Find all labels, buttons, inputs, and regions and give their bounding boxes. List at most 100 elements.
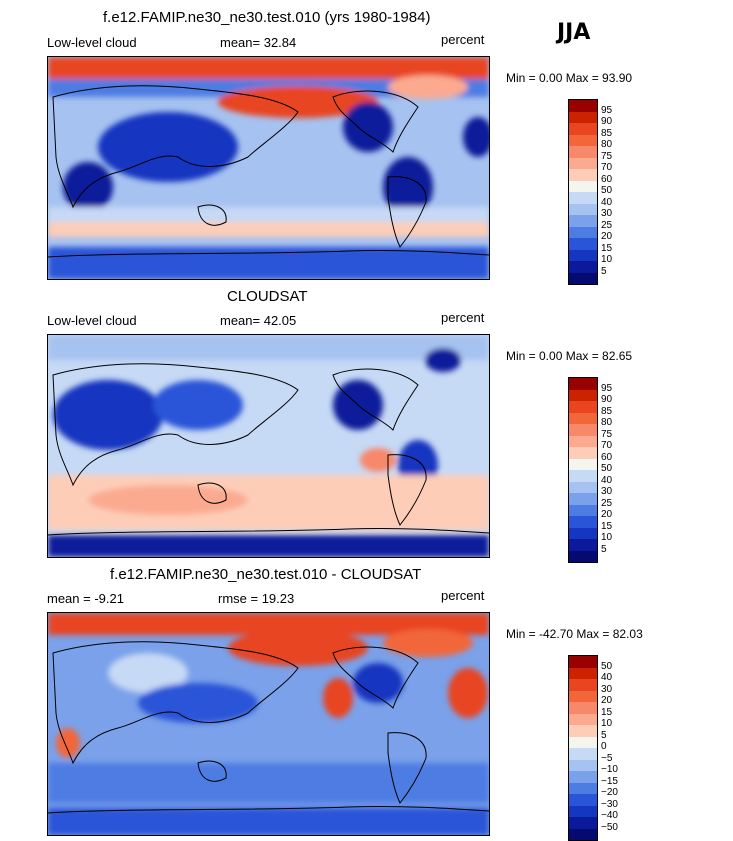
colorbar-2-swatch — [569, 504, 597, 516]
colorbar-3-swatch — [569, 725, 597, 737]
colorbar-2-tick-label: 30 — [601, 486, 613, 497]
colorbar-2-swatch — [569, 481, 597, 493]
panel-2-minmax: Min = 0.00 Max = 82.65 — [506, 349, 633, 363]
map-3-south-blue — [48, 763, 489, 803]
colorbar-1-swatch — [569, 180, 597, 192]
colorbar-2-tick-label: 50 — [601, 463, 613, 474]
map-1-antarctic-blue — [48, 247, 489, 279]
colorbar-3-tick-label: 50 — [601, 660, 613, 672]
colorbar-2-swatch — [569, 539, 597, 551]
panel-2-units-label: percent — [441, 310, 485, 325]
colorbar-1-tick-label: 60 — [601, 173, 613, 185]
panel-1-title: f.e12.FAMIP.ne30_ne30.test.010 (yrs 1980… — [103, 9, 431, 26]
panel-2-variable-label: Low-level cloud — [47, 313, 137, 328]
colorbar-1-swatch — [569, 272, 597, 284]
map-1-south-pink — [48, 222, 489, 237]
colorbar-1-swatch — [569, 203, 597, 215]
colorbar-2-swatch — [569, 378, 597, 390]
map-1-asia-blue — [98, 112, 238, 182]
colorbar-3-tick-label: −15 — [601, 775, 618, 787]
map-3-natlantic-red — [383, 629, 473, 657]
colorbar-2-swatch — [569, 470, 597, 482]
map-3-arctic-red — [48, 613, 489, 635]
panel-3-colorbar-swatches — [568, 655, 598, 841]
panel-1-variable-label: Low-level cloud — [47, 35, 137, 50]
colorbar-2-tick-label: 80 — [601, 417, 613, 428]
colorbar-3-tick-label: 0 — [601, 741, 607, 752]
panel-3-mean-label: mean = -9.21 — [47, 591, 124, 606]
colorbar-1-swatch — [569, 100, 597, 112]
colorbar-3-tick-label: 40 — [601, 672, 613, 683]
colorbar-1-tick-label: 40 — [601, 196, 613, 208]
colorbar-1-swatch — [569, 157, 597, 169]
map-3-epacific-red — [323, 678, 353, 718]
colorbar-2-swatch — [569, 458, 597, 470]
colorbar-2-tick-label: 85 — [601, 405, 613, 417]
colorbar-2-tick-label: 70 — [601, 440, 613, 451]
panel-3-title: f.e12.FAMIP.ne30_ne30.test.010 - CLOUDSA… — [110, 566, 422, 583]
panel-1-map — [47, 56, 490, 280]
colorbar-3-tick-label: −30 — [601, 798, 618, 810]
map-1-europe-blue — [463, 117, 489, 157]
panel-2-colorbar-swatches — [568, 377, 598, 563]
panel-1-mean-label: mean= 32.84 — [220, 35, 297, 50]
panel-2-title: CLOUDSAT — [227, 288, 308, 305]
colorbar-3-swatch — [569, 679, 597, 691]
colorbar-2-tick-label: 10 — [601, 532, 613, 543]
map-1-coastlines — [48, 85, 489, 258]
colorbar-3-tick-label: −20 — [601, 787, 618, 798]
map-1-arctic-high — [48, 57, 489, 79]
colorbar-2-tick-label: 90 — [601, 394, 613, 405]
colorbar-3-tick-label: 5 — [601, 729, 607, 741]
colorbar-3-swatch — [569, 794, 597, 806]
map-3-asia-light — [108, 653, 188, 693]
map-3-npacific-red — [228, 630, 368, 666]
panel-3-units-label: percent — [441, 588, 485, 603]
colorbar-3-tick-label: 30 — [601, 683, 613, 695]
map-2-arctic — [48, 335, 489, 360]
panel-3-map-plot — [48, 613, 489, 835]
colorbar-1-swatch — [569, 123, 597, 135]
colorbar-1-swatch — [569, 111, 597, 123]
panel-3-map — [47, 612, 490, 836]
colorbar-3-swatch — [569, 702, 597, 714]
map-2-antarctic-blue — [48, 535, 489, 557]
colorbar-2-swatch — [569, 447, 597, 459]
colorbar-3-swatch — [569, 771, 597, 783]
colorbar-1-tick-label: 20 — [601, 231, 613, 242]
colorbar-2-tick-label: 20 — [601, 509, 613, 520]
colorbar-3-swatch — [569, 748, 597, 760]
panel-2-map — [47, 334, 490, 558]
colorbar-2-tick-label: 25 — [601, 497, 613, 509]
map-1-samerica-blue — [383, 157, 433, 217]
colorbar-1-swatch — [569, 169, 597, 181]
map-1-natlantic-pink — [388, 75, 468, 99]
colorbar-2-swatch — [569, 389, 597, 401]
colorbar-1-tick-label: 70 — [601, 162, 613, 173]
panel-2-mean-label: mean= 42.05 — [220, 313, 297, 328]
colorbar-3-swatch — [569, 667, 597, 679]
colorbar-1-tick-label: 75 — [601, 150, 613, 162]
colorbar-3-tick-label: −40 — [601, 810, 618, 821]
map-2-asia-blue — [153, 380, 243, 430]
colorbar-1-tick-label: 30 — [601, 208, 613, 219]
colorbar-2-swatch — [569, 424, 597, 436]
map-1-npacific-high — [218, 86, 378, 118]
colorbar-3-swatch — [569, 805, 597, 817]
colorbar-3-swatch — [569, 690, 597, 702]
colorbar-3-swatch — [569, 713, 597, 725]
colorbar-3-tick-label: −10 — [601, 764, 618, 775]
colorbar-1-tick-label: 85 — [601, 127, 613, 139]
colorbar-1-swatch — [569, 238, 597, 250]
colorbar-2-tick-label: 95 — [601, 382, 613, 394]
map-2-south-salmon — [88, 485, 248, 515]
colorbar-2-tick-label: 40 — [601, 474, 613, 486]
panel-1-map-plot — [48, 57, 489, 279]
colorbar-1-tick-label: 50 — [601, 185, 613, 196]
colorbar-2-swatch — [569, 527, 597, 539]
map-3-eatlantic-red — [448, 668, 488, 718]
colorbar-3-tick-label: 15 — [601, 706, 613, 718]
season-label: JJA — [557, 20, 591, 45]
map-3-wpacific-blue — [138, 683, 258, 723]
panel-3-minmax: Min = -42.70 Max = 82.03 — [506, 627, 643, 641]
